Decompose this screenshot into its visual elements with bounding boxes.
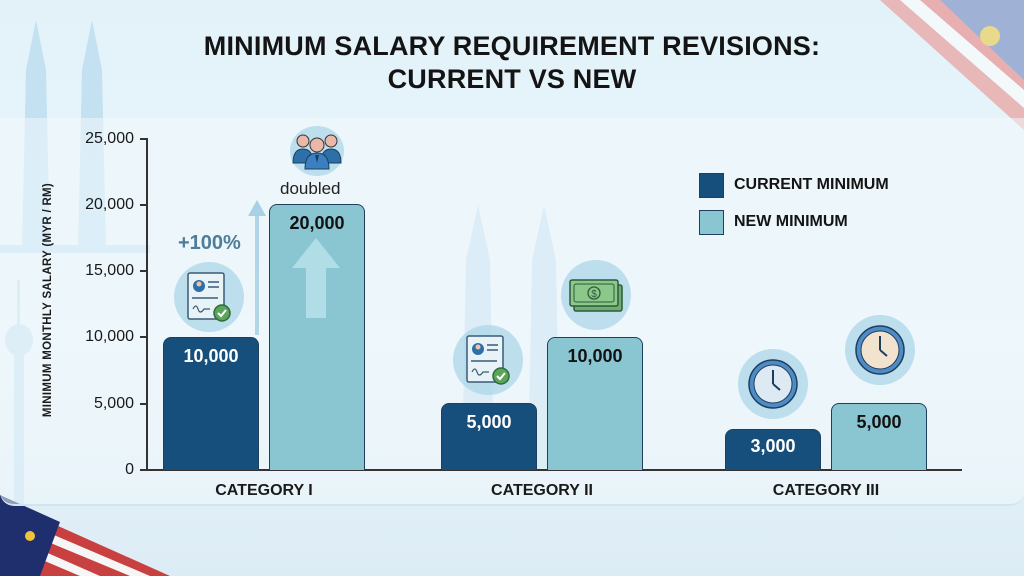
bar-category-1-current[interactable]: 10,000 <box>163 337 259 470</box>
percent-increase-annotation: +100% <box>178 232 241 254</box>
bar-category-2-current[interactable]: 5,000 <box>441 403 537 470</box>
x-axis-line <box>146 469 962 471</box>
y-tick <box>140 403 148 405</box>
clock-icon <box>845 315 915 385</box>
team-icon <box>290 126 344 176</box>
document-approved-icon <box>174 262 244 332</box>
bar-value-label: 5,000 <box>856 412 902 432</box>
legend-label: CURRENT MINIMUM <box>734 176 889 193</box>
y-tick-label: 25,000 <box>85 130 134 147</box>
increase-arrow <box>255 210 259 335</box>
bar-value-label: 10,000 <box>567 346 623 366</box>
legend-label: NEW MINIMUM <box>734 213 848 230</box>
increase-arrow-head-icon <box>248 200 266 216</box>
bar-value-label: 5,000 <box>466 412 512 432</box>
chart-title-line2: CURRENT VS NEW <box>387 64 637 94</box>
bar-category-3-new[interactable]: 5,000 <box>831 403 927 470</box>
category-label: CATEGORY II <box>491 482 593 499</box>
bar-category-3-current[interactable]: 3,000 <box>725 429 821 470</box>
svg-text:$: $ <box>591 289 597 300</box>
bar-category-1-new[interactable]: 20,000 <box>269 204 365 470</box>
y-tick-label: 15,000 <box>85 262 134 279</box>
chart-legend: CURRENT MINIMUM NEW MINIMUM <box>699 172 889 246</box>
y-axis-title: MINIMUM MONTHLY SALARY (MYR / RM) <box>42 182 54 418</box>
y-axis-line <box>146 138 148 471</box>
bar-value-label: 3,000 <box>750 436 796 456</box>
y-tick <box>140 204 148 206</box>
legend-item-new[interactable]: NEW MINIMUM <box>699 209 889 235</box>
y-tick <box>140 336 148 338</box>
y-tick <box>140 138 148 140</box>
category-label: CATEGORY III <box>772 482 880 499</box>
bar-value-label: 20,000 <box>289 213 345 233</box>
bar-up-arrow-icon <box>292 238 340 318</box>
y-tick-label: 0 <box>125 461 134 478</box>
doubled-annotation: doubled <box>280 179 341 198</box>
y-tick-label: 10,000 <box>85 328 134 345</box>
bar-category-2-new[interactable]: 10,000 <box>547 337 643 470</box>
legend-item-current[interactable]: CURRENT MINIMUM <box>699 172 889 198</box>
y-tick <box>140 469 148 471</box>
cash-icon: $ <box>561 260 631 330</box>
legend-swatch-current <box>699 172 724 198</box>
y-tick-label: 20,000 <box>85 196 134 213</box>
bar-value-label: 10,000 <box>183 346 239 366</box>
y-tick <box>140 270 148 272</box>
chart-title-line1: MINIMUM SALARY REQUIREMENT REVISIONS: <box>203 31 821 61</box>
clock-icon <box>738 349 808 419</box>
document-approved-icon <box>453 325 523 395</box>
legend-swatch-new <box>699 209 724 235</box>
category-label: CATEGORY I <box>215 482 313 499</box>
y-tick-label: 5,000 <box>93 395 134 412</box>
chart-title: MINIMUM SALARY REQUIREMENT REVISIONS: CU… <box>0 30 1024 96</box>
